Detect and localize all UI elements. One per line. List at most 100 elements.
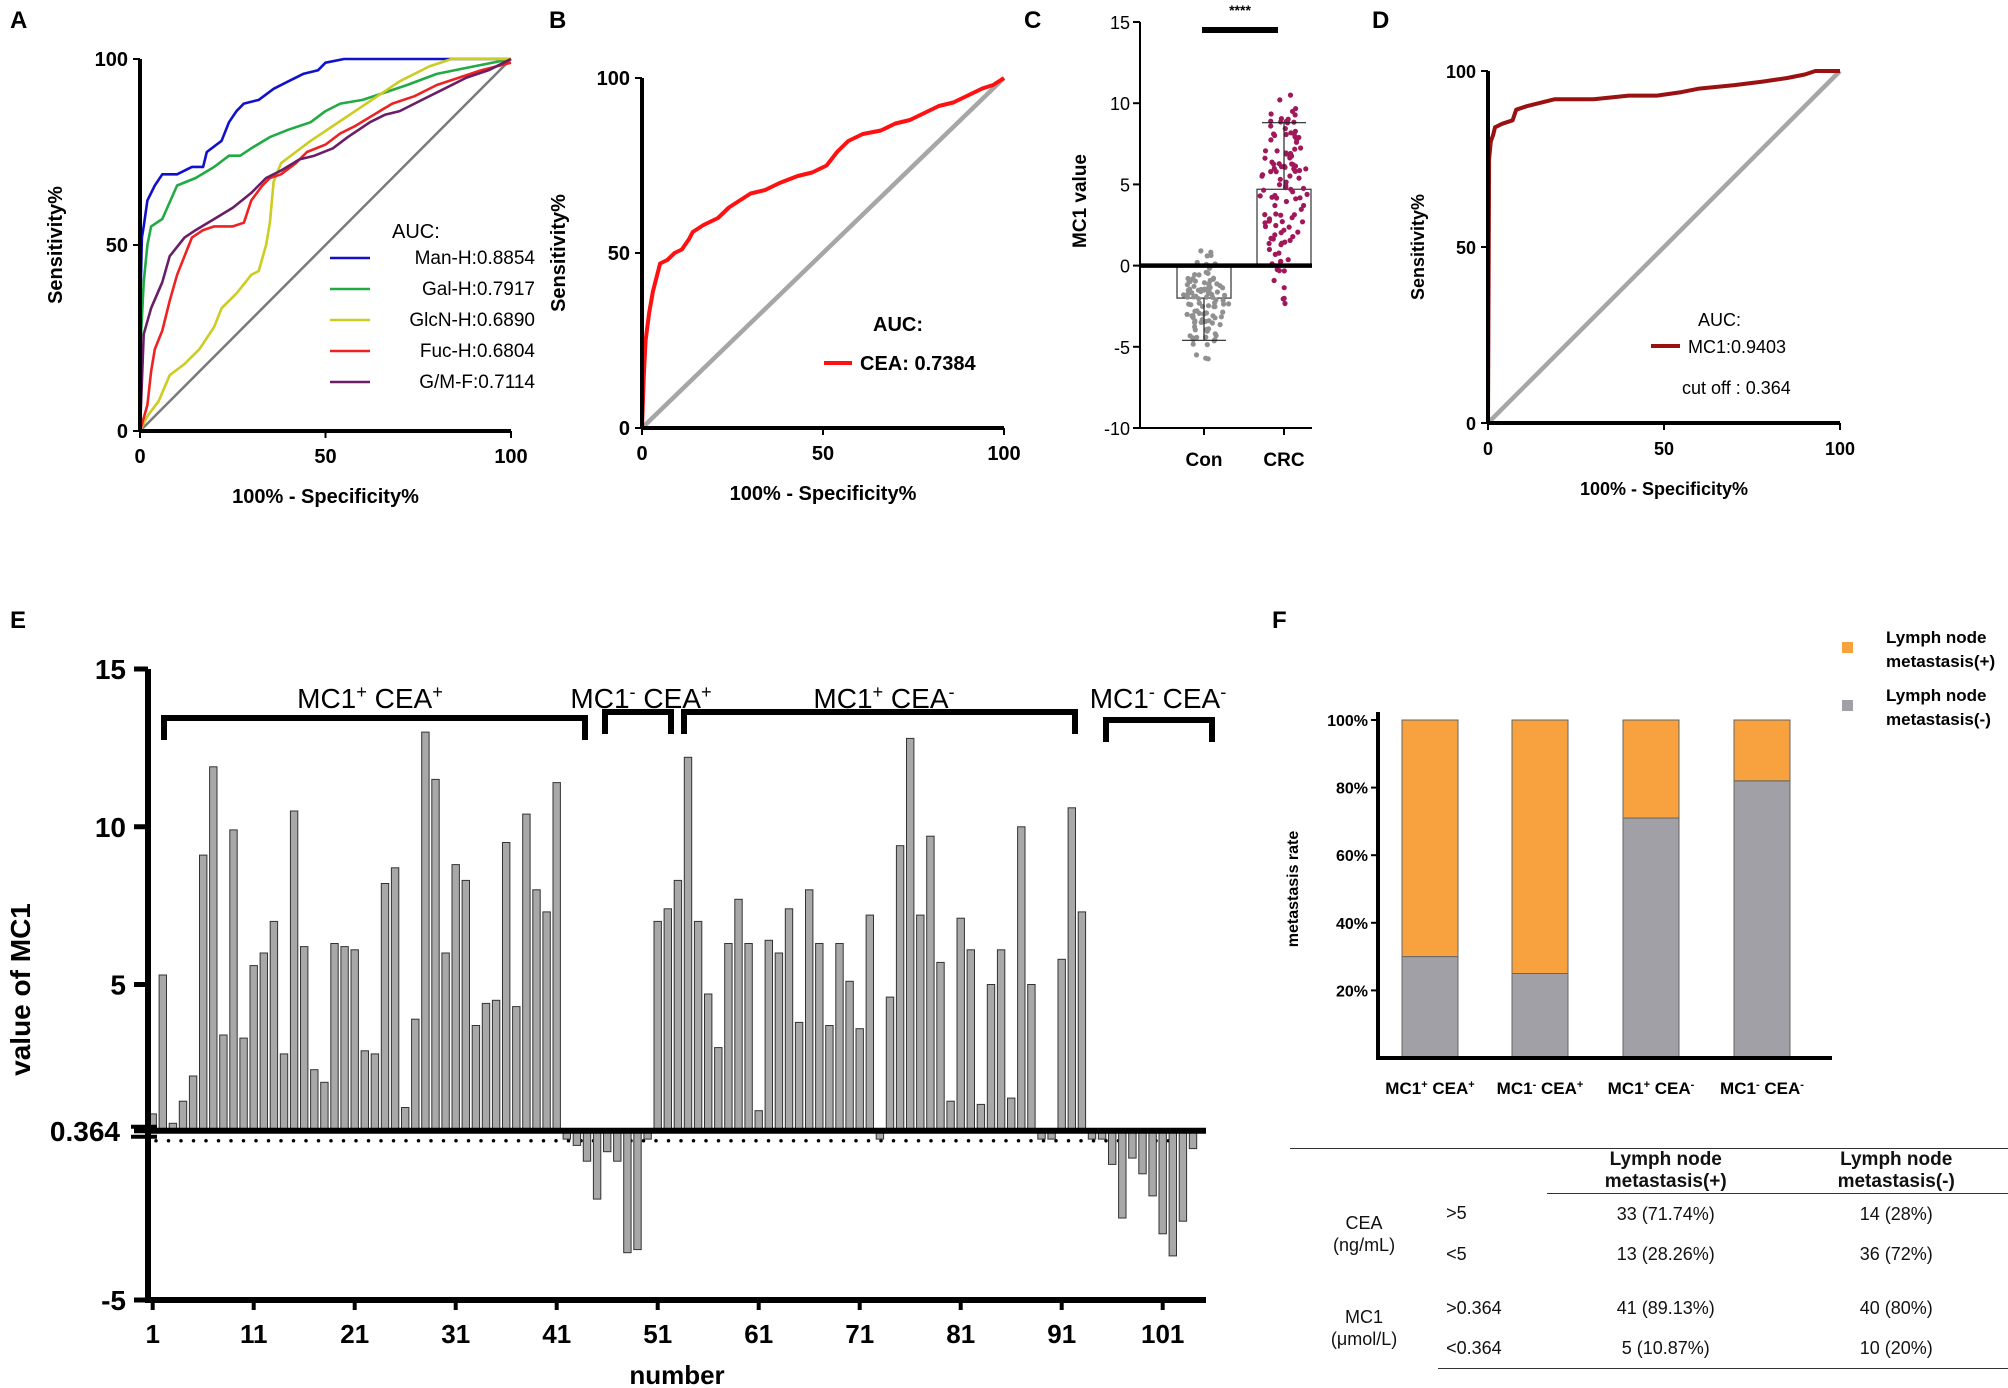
stacked-bar-segment (1622, 719, 1680, 819)
x-tick-label: MC1+ CEA+ (1385, 1079, 1474, 1098)
bar (1007, 1097, 1016, 1132)
x-tick-label: 50 (314, 446, 336, 468)
bar (623, 1130, 632, 1254)
data-point (1296, 175, 1302, 181)
table-cell-level: <0.364 (1438, 1328, 1548, 1369)
data-point (1214, 281, 1220, 287)
data-point (1278, 212, 1284, 218)
bar (199, 854, 208, 1132)
data-point (1268, 123, 1274, 129)
bar (219, 1034, 228, 1132)
baseline-tick-label: 0.364 (50, 1116, 120, 1147)
data-point (1279, 219, 1285, 225)
roc-curve-1 (640, 76, 1006, 429)
data-point (1277, 259, 1284, 265)
data-point (1192, 272, 1198, 278)
data-point (1289, 215, 1295, 221)
group-label: MC1+ CEA- (813, 682, 954, 714)
bar (603, 1130, 612, 1153)
bar (481, 1002, 491, 1132)
stacked-bar-segment (1733, 719, 1791, 782)
panel-letter-e: E (10, 607, 26, 634)
data-point (1198, 286, 1204, 293)
bar (784, 908, 794, 1132)
bar (471, 1025, 481, 1132)
group-label: MC1- CEA+ (570, 682, 711, 714)
roc-chart-b: 0 50 100 0 50 100 100% - Specificity% Sensitivi… (548, 68, 1021, 505)
legend-label: CEA: 0.7384 (860, 353, 976, 375)
data-point (1278, 119, 1284, 125)
bar (239, 1037, 248, 1132)
x-axis-label: number (629, 1360, 724, 1388)
data-point (1300, 185, 1307, 191)
bar (633, 1130, 642, 1251)
group-bracket (1103, 717, 1215, 742)
bar (1168, 1130, 1177, 1257)
table-row: <5 13 (28.26%) 36 (72%) (1290, 1234, 2008, 1274)
data-point (1217, 322, 1223, 328)
bar (835, 943, 844, 1132)
legend-label: metastasis(-) (1886, 710, 1991, 729)
table-row: CEA (ng/mL) >5 33 (71.74%) 14 (28%) (1290, 1194, 2008, 1255)
x-tick-label: 61 (744, 1319, 773, 1349)
legend-title: AUC: (392, 221, 440, 243)
data-point (1281, 268, 1287, 274)
y-tick-label: 0 (1120, 257, 1130, 277)
data-point (1181, 292, 1187, 298)
group-bracket (602, 709, 674, 734)
table-cell-level: >5 (1446, 1203, 1467, 1224)
bar (552, 782, 561, 1132)
bar (178, 1100, 188, 1132)
x-tick-label: 100 (1825, 439, 1855, 459)
data-point (1299, 219, 1306, 225)
y-tick-label: 10 (95, 812, 126, 843)
group-bracket (681, 709, 1078, 734)
data-point (1212, 300, 1218, 306)
bar (491, 999, 501, 1132)
bar (1128, 1130, 1137, 1159)
bar (401, 1107, 410, 1132)
bar (946, 1100, 955, 1132)
data-point (1184, 311, 1190, 317)
data-point (1272, 202, 1278, 209)
data-point (1201, 280, 1207, 286)
legend-swatch (1842, 700, 1853, 711)
bar (360, 1050, 370, 1132)
y-tick-label: 0 (1466, 414, 1476, 434)
bar (855, 1028, 864, 1132)
data-point (1289, 108, 1296, 114)
data-point (1276, 182, 1283, 188)
legend-title: AUC: (873, 314, 923, 336)
legend-label: MC1:0.9403 (1688, 337, 1786, 357)
legend-label: GlcN-H:0.6890 (409, 310, 535, 331)
data-point (1303, 166, 1309, 172)
data-point (1205, 303, 1212, 309)
bar (966, 949, 975, 1132)
x-tick-label: 71 (845, 1319, 874, 1349)
bar (269, 920, 279, 1132)
panel-letter-f: F (1272, 607, 1287, 634)
data-point (1271, 131, 1277, 137)
lymph-node-table: Lymph node metastasis(+) Lymph node meta… (1290, 1148, 2008, 1369)
data-point (1266, 218, 1272, 224)
y-tick-label: -5 (101, 1285, 126, 1316)
data-point (1282, 239, 1288, 245)
bar (916, 914, 925, 1132)
data-point (1282, 300, 1288, 307)
x-tick-label: MC1- CEA+ (1497, 1079, 1584, 1098)
table-row: MC1 (μmol/L) >0.364 41 (89.13%) 40 (80%) (1290, 1288, 2008, 1350)
bar (1118, 1130, 1127, 1219)
data-point (1274, 266, 1280, 273)
data-point (1205, 290, 1211, 297)
data-point (1192, 318, 1198, 324)
bar (421, 731, 430, 1132)
y-tick-label: 20% (1336, 983, 1368, 1000)
data-point (1196, 300, 1202, 306)
y-axis-label: Sensitivity% (45, 186, 67, 304)
legend-swatch (1842, 642, 1853, 653)
bar (229, 829, 238, 1132)
data-point (1290, 189, 1296, 195)
legend-title: AUC: (1698, 310, 1741, 330)
